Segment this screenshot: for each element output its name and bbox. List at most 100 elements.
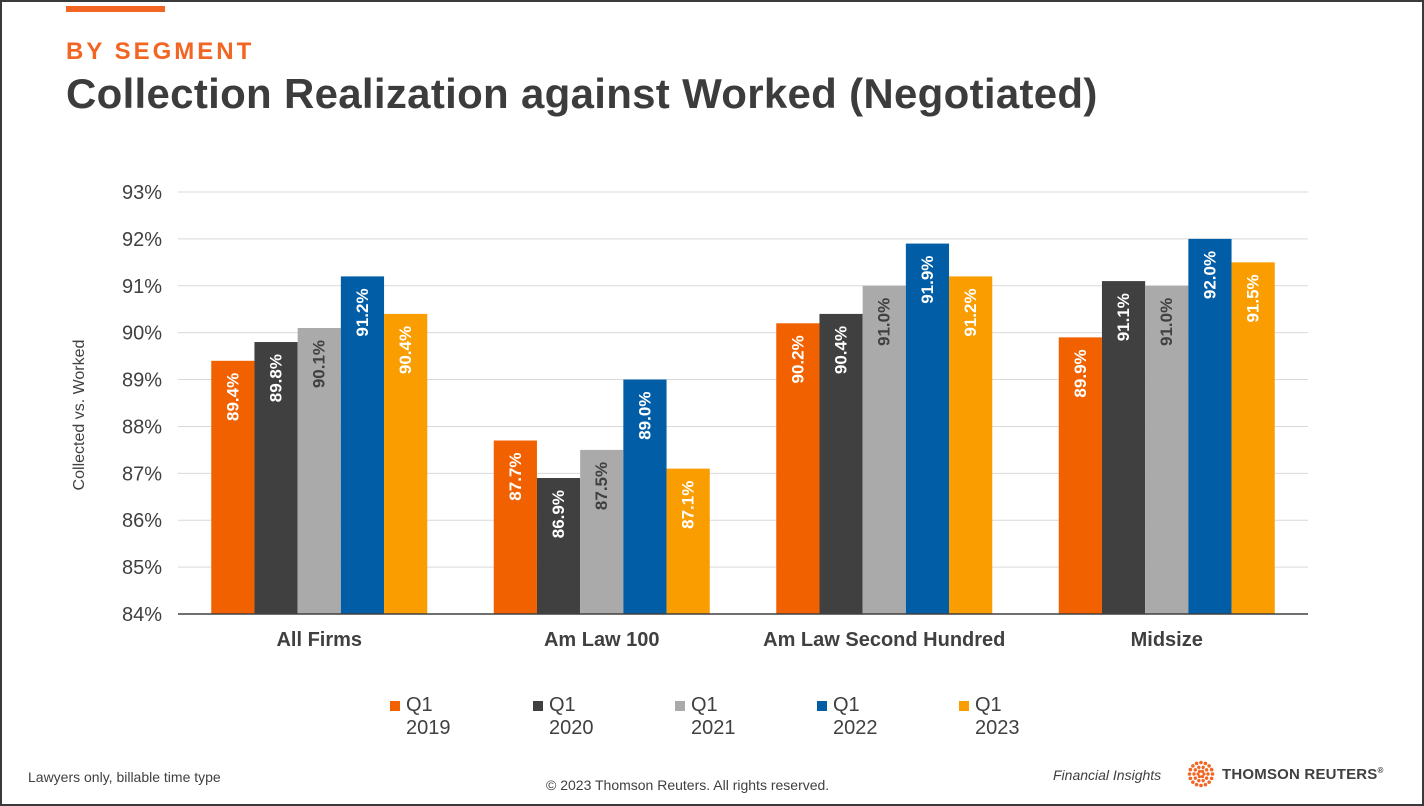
legend-label: Q1 2019 xyxy=(406,694,451,739)
logo-dot xyxy=(1210,772,1215,776)
legend-swatch xyxy=(533,701,543,711)
bar xyxy=(340,276,385,614)
logo-dot xyxy=(1194,782,1199,787)
logo-dot xyxy=(1193,768,1198,772)
data-label: 89.9% xyxy=(1071,349,1090,397)
logo-dot xyxy=(1197,778,1201,783)
legend-item: Q1 2021 xyxy=(675,694,736,740)
y-tick-label: 87% xyxy=(122,463,162,485)
data-label: 92.0% xyxy=(1200,251,1219,299)
legend-item: Q1 2022 xyxy=(817,694,878,740)
logo-dot xyxy=(1196,772,1200,776)
legend-swatch xyxy=(675,701,685,711)
y-tick-label: 91% xyxy=(122,276,162,298)
logo-dot xyxy=(1207,764,1211,768)
logo-dot xyxy=(1193,776,1198,780)
copyright: © 2023 Thomson Reuters. All rights reser… xyxy=(546,777,830,793)
legend-label: Q1 2021 xyxy=(691,694,736,739)
bar xyxy=(297,327,341,614)
logo-dot xyxy=(1199,760,1203,765)
logo-dot xyxy=(1200,769,1205,774)
data-label: 90.2% xyxy=(788,335,807,383)
data-label: 91.0% xyxy=(875,298,894,346)
data-label: 91.5% xyxy=(1244,274,1263,322)
thomson-reuters-logo-icon xyxy=(1187,760,1215,788)
logo-dot xyxy=(1203,782,1208,787)
logo-dot xyxy=(1194,761,1199,766)
y-tick-label: 86% xyxy=(122,510,162,532)
y-tick-label: 85% xyxy=(122,557,162,579)
y-tick-label: 90% xyxy=(122,323,162,345)
bar xyxy=(1231,262,1275,614)
legend-item: Q1 2019 xyxy=(390,694,451,740)
data-label: 91.9% xyxy=(918,256,937,304)
bar xyxy=(1145,285,1189,614)
legend-label: Q1 2022 xyxy=(833,694,878,739)
financial-insights-label: Financial Insights xyxy=(1053,767,1162,783)
bar xyxy=(623,379,667,614)
logo-dot xyxy=(1188,776,1193,781)
data-label: 87.1% xyxy=(679,481,698,529)
registered-mark: ® xyxy=(1377,765,1384,775)
bar xyxy=(666,468,710,614)
legend-item: Q1 2023 xyxy=(959,694,1020,740)
x-category-label: Am Law Second Hundred xyxy=(763,629,1005,651)
data-label: 89.4% xyxy=(223,373,242,421)
logo-dot xyxy=(1188,767,1193,772)
y-tick-label: 89% xyxy=(122,370,162,392)
logo-dot xyxy=(1204,776,1209,780)
logo-dot xyxy=(1204,768,1209,772)
bar xyxy=(1101,281,1146,614)
legend-label: Q1 2020 xyxy=(549,694,594,739)
legend-label: Q1 2023 xyxy=(975,694,1020,739)
bar xyxy=(536,478,581,614)
bar xyxy=(211,360,255,614)
bar xyxy=(254,342,298,614)
logo-dot xyxy=(1201,765,1205,770)
logo-dot xyxy=(1200,774,1205,779)
logo-dot xyxy=(1209,776,1214,781)
logo-dot xyxy=(1197,765,1201,770)
y-axis-label: Collected vs. Worked xyxy=(71,339,88,491)
logo-dot xyxy=(1197,774,1202,779)
logo-dot xyxy=(1199,783,1203,788)
bar xyxy=(862,285,906,614)
data-label: 91.2% xyxy=(353,288,372,336)
y-tick-label: 92% xyxy=(122,229,162,251)
bar xyxy=(905,243,950,615)
thomson-reuters-logo: THOMSON REUTERS® xyxy=(1186,759,1384,789)
legend-item: Q1 2020 xyxy=(533,694,594,740)
bar xyxy=(1188,238,1232,614)
bar xyxy=(819,313,863,614)
y-tick-label: 88% xyxy=(122,416,162,438)
logo-dot xyxy=(1202,772,1206,776)
data-label: 90.4% xyxy=(396,326,415,374)
data-label: 86.9% xyxy=(549,490,568,538)
x-category-label: Am Law 100 xyxy=(544,629,660,651)
section-eyebrow: BY SEGMENT xyxy=(66,38,255,65)
data-label: 90.1% xyxy=(310,340,329,388)
bar xyxy=(580,449,624,614)
data-label: 89.8% xyxy=(267,354,286,402)
x-category-label: Midsize xyxy=(1131,629,1203,651)
bar xyxy=(949,276,993,614)
bar xyxy=(493,440,537,614)
logo-dot xyxy=(1192,772,1196,776)
data-label: 87.5% xyxy=(592,462,611,510)
bar xyxy=(776,323,820,614)
page-title: Collection Realization against Worked (N… xyxy=(66,70,1098,117)
logo-dot xyxy=(1206,772,1210,776)
logo-dot xyxy=(1191,780,1195,784)
data-label: 91.2% xyxy=(961,288,980,336)
x-category-label: All Firms xyxy=(276,629,362,651)
data-label: 87.7% xyxy=(506,453,525,501)
logo-dot xyxy=(1209,767,1214,772)
bar xyxy=(1058,337,1102,614)
legend-swatch xyxy=(817,701,827,711)
data-label: 90.4% xyxy=(832,326,851,374)
footnote: Lawyers only, billable time type xyxy=(28,769,221,785)
y-tick-label: 84% xyxy=(122,604,162,626)
logo-dot xyxy=(1191,764,1195,768)
